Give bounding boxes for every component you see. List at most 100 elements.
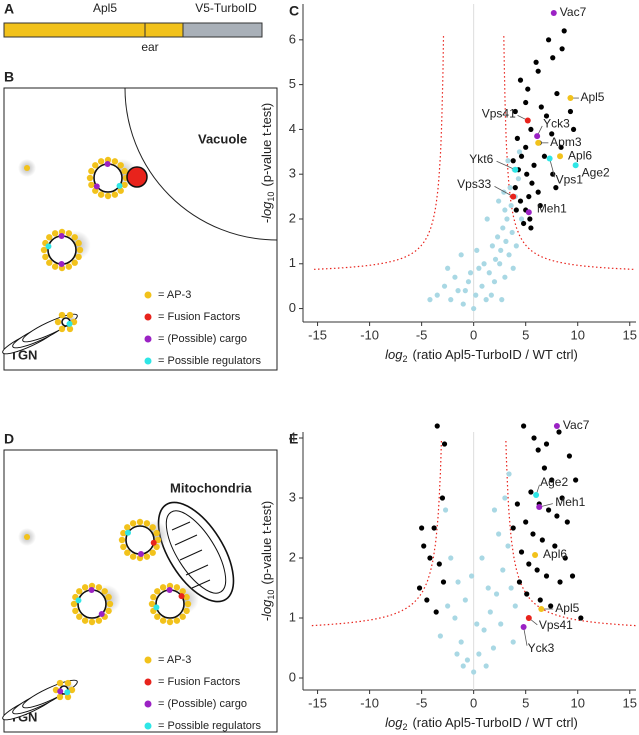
y-tick-label: 1 bbox=[289, 609, 296, 624]
ap3-dot bbox=[120, 543, 127, 551]
legend-text: = Possible regulators bbox=[158, 720, 262, 732]
point-label: Vps41 bbox=[539, 618, 573, 632]
data-point bbox=[458, 252, 464, 258]
data-point bbox=[549, 131, 555, 137]
point-label: Vac7 bbox=[560, 5, 587, 19]
x-label-log: log bbox=[385, 715, 403, 730]
y-label-text: (p-value t-test) bbox=[259, 501, 274, 585]
mitochondrion-inner bbox=[165, 510, 227, 594]
point-label: Meh1 bbox=[537, 201, 567, 215]
panel-frame bbox=[3, 87, 278, 371]
data-point bbox=[441, 441, 448, 447]
data-point bbox=[500, 225, 506, 231]
data-point bbox=[526, 561, 532, 567]
ap3-dot bbox=[68, 686, 76, 694]
ap3-dot bbox=[88, 618, 96, 626]
point-label: Age2 bbox=[582, 165, 610, 179]
data-point bbox=[493, 591, 500, 597]
data-point bbox=[541, 153, 548, 159]
y-label-sub: 10 bbox=[266, 192, 276, 202]
data-point bbox=[545, 507, 552, 513]
point-label: Yck3 bbox=[528, 641, 555, 655]
legend-text: = (Possible) cargo bbox=[158, 333, 247, 345]
ap3-dot bbox=[70, 600, 78, 608]
data-point bbox=[434, 423, 440, 429]
data-point bbox=[537, 597, 543, 603]
x-tick-label: -10 bbox=[360, 695, 379, 710]
point-label: Ykt6 bbox=[469, 152, 493, 166]
ap3-dot bbox=[76, 588, 83, 595]
ap3-dot bbox=[51, 230, 59, 237]
y-label-log: -log bbox=[259, 201, 274, 223]
vacuole bbox=[124, 87, 278, 241]
protein-dot bbox=[104, 161, 111, 168]
data-point bbox=[441, 283, 448, 289]
y-tick-label: 3 bbox=[289, 166, 296, 181]
x-tick-label: 5 bbox=[522, 695, 529, 710]
highlight-point bbox=[536, 504, 543, 510]
data-point bbox=[512, 108, 518, 115]
data-point bbox=[530, 531, 536, 537]
data-point bbox=[564, 519, 570, 525]
data-point bbox=[445, 603, 451, 609]
threshold-curve bbox=[311, 440, 442, 627]
y-tick-label: 1 bbox=[289, 255, 296, 270]
data-point bbox=[467, 270, 474, 276]
x-axis-label: log2 (ratio Apl5-TurboID / WT ctrl) bbox=[385, 347, 578, 364]
legend-dot bbox=[144, 656, 152, 664]
data-point bbox=[448, 555, 454, 561]
data-point bbox=[514, 501, 520, 507]
point-label: Vps33 bbox=[457, 177, 491, 191]
data-point bbox=[491, 279, 498, 285]
protein-dot bbox=[93, 183, 100, 190]
cristae bbox=[171, 521, 211, 589]
point-label: Vps41 bbox=[482, 107, 516, 121]
segment-label: Apl5 bbox=[93, 1, 117, 15]
data-point bbox=[524, 591, 530, 597]
data-point bbox=[471, 305, 477, 312]
data-point bbox=[454, 651, 460, 657]
ap3-dot bbox=[111, 191, 119, 198]
ap3-dot bbox=[124, 549, 131, 556]
ap3-dot bbox=[121, 167, 128, 175]
protein-dot bbox=[66, 320, 73, 327]
point-label: Meh1 bbox=[555, 495, 585, 509]
data-point bbox=[523, 99, 529, 106]
data-point bbox=[569, 573, 576, 579]
data-point bbox=[497, 261, 503, 267]
ap3-dot bbox=[58, 325, 66, 333]
data-point bbox=[442, 507, 449, 513]
data-point bbox=[500, 567, 506, 573]
data-point bbox=[476, 651, 482, 657]
legend-dot bbox=[144, 678, 152, 686]
y-tick-label: 0 bbox=[289, 300, 296, 315]
ap3-dot bbox=[150, 593, 157, 601]
x-tick-label: 10 bbox=[570, 695, 584, 710]
data-point bbox=[505, 158, 511, 164]
data-point bbox=[510, 525, 516, 531]
highlight-point bbox=[532, 552, 539, 558]
data-point bbox=[471, 669, 477, 675]
data-point bbox=[445, 265, 451, 271]
leader-line bbox=[494, 186, 514, 197]
data-point bbox=[529, 180, 535, 186]
data-point bbox=[535, 68, 541, 74]
panel-frame bbox=[3, 449, 278, 733]
highlight-point bbox=[538, 606, 545, 612]
point-label: Yck3 bbox=[543, 116, 570, 130]
data-point bbox=[559, 495, 565, 501]
panel-label: B bbox=[4, 69, 14, 85]
legend-dot bbox=[144, 313, 152, 321]
ap3-dot bbox=[183, 593, 190, 601]
ap3-dot bbox=[179, 613, 186, 620]
protein-dot bbox=[58, 260, 65, 267]
data-point bbox=[507, 185, 513, 191]
legend-dot bbox=[144, 722, 152, 730]
legend-dot bbox=[144, 291, 152, 299]
ap3-dot bbox=[95, 584, 103, 591]
ap3-dot bbox=[46, 259, 53, 266]
data-point bbox=[516, 579, 523, 585]
point-label: Vps1 bbox=[556, 173, 584, 187]
ap3-dot bbox=[166, 618, 174, 626]
ap3-dot bbox=[143, 553, 151, 560]
